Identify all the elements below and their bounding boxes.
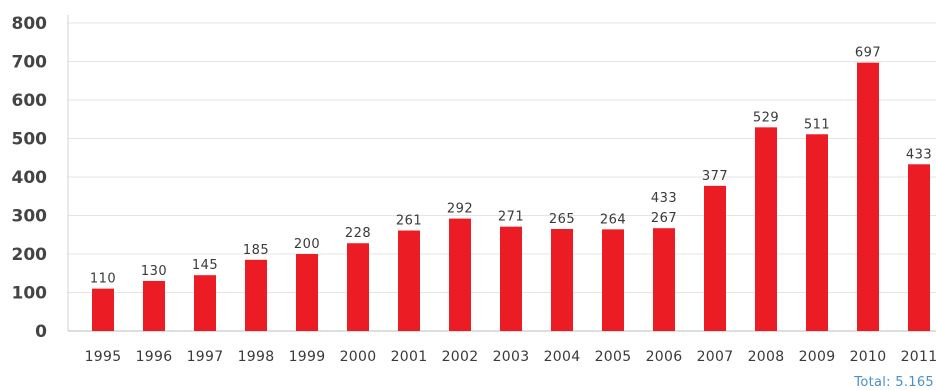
data-label-2011: 433 [906, 147, 932, 162]
x-tick-label-1998: 1998 [238, 349, 275, 365]
x-tick-label-2007: 2007 [697, 349, 734, 365]
bar-2009 [806, 134, 828, 331]
bar-2004 [551, 228, 573, 331]
data-label-2002: 292 [447, 202, 473, 217]
x-tick-label-2011: 2011 [901, 349, 936, 365]
y-tick-label: 600 [12, 91, 48, 111]
y-tick-label: 300 [12, 207, 48, 227]
data-label-1998: 185 [243, 243, 269, 258]
y-tick-label: 400 [12, 168, 48, 188]
y-tick-label: 0 [35, 322, 47, 342]
x-tick-label-2009: 2009 [799, 349, 836, 365]
bar-1995 [92, 288, 114, 331]
x-tick-label-2000: 2000 [340, 349, 377, 365]
bar-2000 [347, 243, 369, 331]
bar-1998 [245, 259, 267, 331]
data-label-2009: 511 [804, 117, 830, 132]
data-label-1997: 145 [192, 258, 218, 273]
bar-2011 [908, 164, 930, 331]
data-label-2007: 377 [702, 169, 728, 184]
x-tick-label-1996: 1996 [136, 349, 173, 365]
x-tick-label-1995: 1995 [85, 349, 122, 365]
x-tick-label-2005: 2005 [595, 349, 632, 365]
total-label: Total: 5.165 [853, 375, 934, 390]
x-tick-label-2010: 2010 [850, 349, 887, 365]
bar-2002 [449, 218, 471, 331]
x-tick-label-2002: 2002 [442, 349, 479, 365]
bar-1997 [194, 275, 216, 331]
data-label-1999: 200 [294, 237, 320, 252]
y-tick-label: 800 [12, 14, 48, 34]
data-label-1995: 110 [90, 272, 116, 287]
x-tick-label-1997: 1997 [187, 349, 224, 365]
bar-2010 [857, 62, 879, 331]
bar-1996 [143, 280, 165, 331]
y-tick-label: 700 [12, 53, 48, 73]
y-tick-label: 500 [12, 130, 48, 150]
annotation-2006: 433 [651, 191, 677, 206]
x-tick-label-1999: 1999 [289, 349, 326, 365]
data-label-2000: 228 [345, 226, 371, 241]
y-tick-label: 100 [12, 284, 48, 304]
bar-2008 [755, 127, 777, 332]
x-tick-label-2004: 2004 [544, 349, 581, 365]
bar-2005 [602, 229, 624, 331]
x-tick-label-2008: 2008 [748, 349, 785, 365]
bar-2001 [398, 230, 420, 331]
bars [92, 62, 930, 332]
data-label-2006: 267 [651, 211, 677, 226]
x-tick-label-2003: 2003 [493, 349, 530, 365]
x-axis-ticks: 1995 1996 1997 1998 1999 2000 2001 2002 2003 2004… [85, 349, 936, 365]
data-label-2004: 265 [549, 212, 575, 227]
bar-1999 [296, 254, 318, 331]
bar-2007 [704, 185, 726, 331]
data-label-1996: 130 [141, 264, 167, 279]
data-label-2005: 264 [600, 212, 626, 227]
data-label-2001: 261 [396, 214, 422, 229]
y-axis-ticks: 0 100 200 300 400 500 600 700 800 [12, 14, 48, 342]
y-tick-label: 200 [12, 245, 48, 265]
data-label-2010: 697 [855, 46, 881, 61]
bar-2006 [653, 228, 675, 331]
data-label-2008: 529 [753, 110, 779, 125]
grid-lines [67, 15, 936, 331]
x-tick-label-2006: 2006 [646, 349, 683, 365]
data-labels: 110 130 145 185 200 228 261 292 271 265 264 267 377 5… [90, 46, 932, 287]
bar-2003 [500, 226, 522, 331]
data-label-2003: 271 [498, 210, 524, 225]
x-tick-label-2001: 2001 [391, 349, 428, 365]
